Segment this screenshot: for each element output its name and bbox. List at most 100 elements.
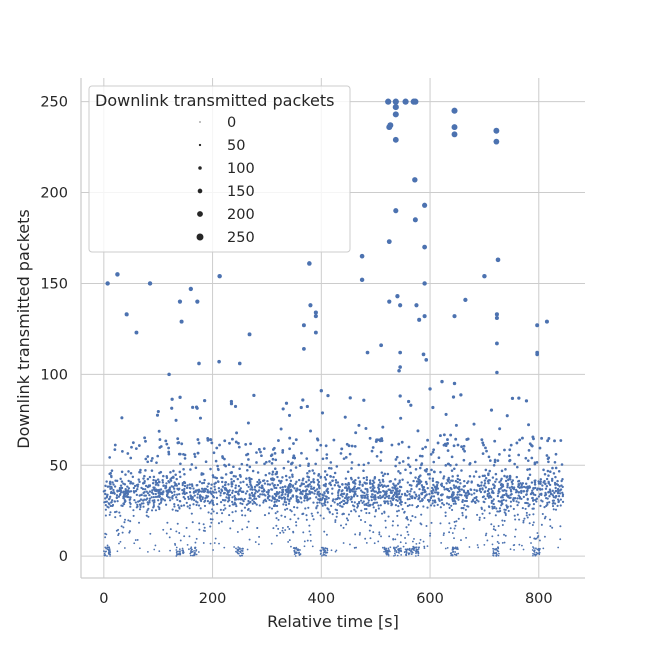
x-tick-label: 200: [199, 591, 227, 607]
data-point: [554, 486, 557, 490]
legend-marker: [196, 233, 204, 241]
data-point: [531, 524, 534, 527]
data-point: [270, 542, 273, 545]
data-point: [378, 438, 382, 442]
data-point: [300, 501, 303, 504]
data-point: [526, 459, 530, 462]
data-point: [418, 482, 421, 485]
data-point: [494, 315, 499, 321]
data-point: [418, 546, 420, 549]
data-point: [382, 480, 385, 483]
data-point: [281, 448, 285, 452]
data-point: [458, 485, 461, 489]
data-points: [102, 98, 565, 557]
data-point: [454, 547, 457, 550]
data-point: [477, 500, 480, 503]
data-point: [138, 508, 142, 511]
data-point: [437, 497, 440, 500]
data-point: [124, 473, 127, 476]
data-point: [453, 527, 456, 530]
data-point: [453, 553, 456, 556]
data-point: [305, 480, 308, 484]
data-point: [509, 500, 513, 503]
data-point: [237, 445, 241, 449]
data-point: [195, 500, 198, 503]
data-point: [304, 507, 307, 510]
data-point: [517, 453, 521, 457]
data-point: [181, 492, 184, 495]
data-point: [371, 479, 375, 482]
data-point: [486, 539, 489, 542]
data-point: [310, 512, 313, 515]
data-point: [125, 491, 128, 494]
data-point: [540, 436, 544, 440]
data-point: [547, 460, 550, 464]
data-point: [383, 497, 387, 500]
data-point: [166, 521, 169, 524]
data-point: [551, 499, 554, 502]
data-point: [518, 518, 521, 521]
data-point: [406, 504, 409, 508]
data-point: [365, 350, 370, 355]
x-tick-label: 600: [416, 591, 444, 607]
data-point: [380, 512, 384, 515]
data-point: [374, 440, 378, 443]
data-point: [408, 504, 411, 507]
data-point: [346, 487, 349, 491]
data-point: [550, 477, 554, 481]
data-point: [394, 478, 397, 481]
data-point: [454, 502, 457, 505]
data-point: [438, 499, 441, 502]
data-point: [244, 514, 247, 517]
data-point: [327, 508, 330, 511]
data-point: [247, 485, 250, 489]
data-point: [452, 381, 457, 386]
data-point: [204, 460, 208, 464]
data-point: [397, 442, 401, 446]
data-point: [492, 483, 495, 486]
data-point: [273, 500, 276, 504]
data-point: [535, 547, 537, 550]
data-point: [351, 504, 355, 507]
data-point: [211, 474, 215, 477]
data-point: [506, 482, 509, 486]
data-point: [173, 505, 176, 508]
data-point: [525, 514, 528, 517]
data-point: [432, 470, 436, 473]
data-point: [399, 472, 402, 475]
data-point: [403, 511, 406, 514]
data-point: [155, 461, 158, 464]
data-point: [179, 539, 182, 542]
data-point: [505, 493, 508, 497]
data-point: [323, 491, 326, 494]
data-point: [347, 481, 350, 485]
data-point: [111, 481, 114, 484]
data-point: [497, 500, 500, 503]
data-point: [486, 489, 490, 493]
data-point: [512, 497, 516, 500]
data-point: [189, 468, 192, 471]
data-point: [260, 454, 263, 458]
data-point: [412, 217, 418, 223]
data-point: [368, 481, 372, 484]
data-point: [315, 448, 319, 452]
data-point: [236, 477, 239, 481]
data-point: [117, 528, 120, 531]
data-point: [331, 487, 334, 490]
data-point: [453, 467, 456, 471]
data-point: [487, 481, 490, 485]
data-point: [464, 508, 467, 511]
data-point: [324, 478, 328, 481]
data-point: [388, 535, 391, 538]
data-point: [423, 496, 426, 499]
data-point: [334, 479, 338, 482]
data-point: [207, 482, 210, 485]
data-point: [243, 506, 247, 509]
data-point: [154, 479, 158, 482]
data-point: [444, 464, 448, 467]
data-point: [522, 495, 525, 499]
data-point: [407, 445, 411, 449]
data-point: [258, 495, 261, 499]
data-point: [182, 495, 185, 499]
data-point: [493, 439, 497, 443]
